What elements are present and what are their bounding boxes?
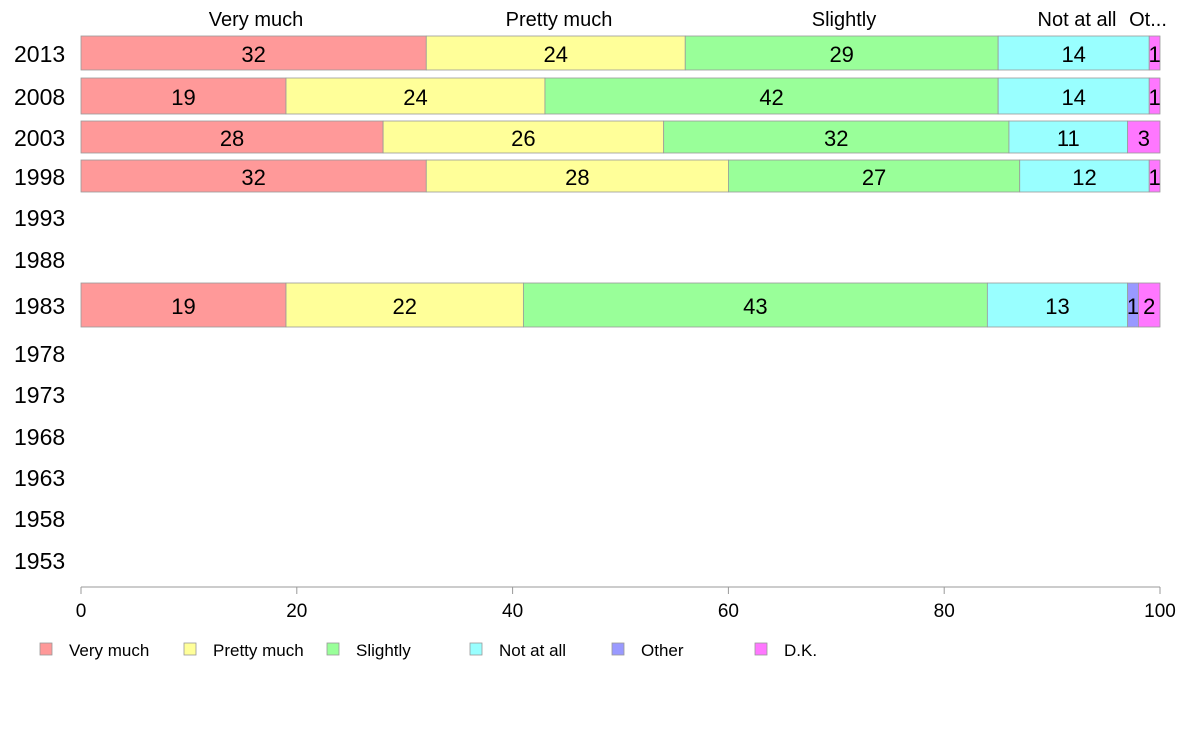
y-tick-label: 1978 (14, 341, 65, 367)
bar-value-label: 14 (1061, 85, 1085, 110)
bar-value-label: 32 (241, 42, 265, 67)
y-tick-label: 1968 (14, 424, 65, 450)
x-tick-label: 20 (286, 601, 307, 622)
x-tick-label: 100 (1144, 601, 1176, 622)
bar-value-label: 28 (220, 126, 244, 151)
legend-swatch (754, 642, 768, 656)
bar-value-label: 28 (565, 165, 589, 190)
bar-value-label: 2 (1143, 294, 1155, 319)
y-tick-label: 1953 (14, 548, 65, 574)
bar-value-label: 27 (862, 165, 886, 190)
bar-segment (728, 159, 1021, 193)
bar-segment (80, 282, 287, 328)
bar-value-label: 22 (392, 294, 416, 319)
bar-segment (285, 282, 524, 328)
bar-segment (1138, 282, 1161, 328)
bar-value-label: 11 (1057, 126, 1080, 151)
bar-value-label: 43 (743, 294, 767, 319)
bar-segment (522, 282, 988, 328)
x-axis: 0 20 40 60 80 100 (76, 586, 1176, 622)
y-axis-labels: 2013 2008 2003 1998 1993 1988 1983 1978 1973 1968… (14, 41, 65, 574)
bar-segment (80, 77, 287, 115)
bar-segment (1148, 77, 1161, 115)
legend-swatch (183, 642, 197, 656)
legend-label: Other (641, 641, 684, 660)
x-tick-label: 60 (718, 601, 739, 622)
category-header-label: Pretty much (506, 9, 613, 31)
bar-value-label: 24 (544, 42, 568, 67)
bar-segment (1019, 159, 1150, 193)
category-header-label: Ot... (1129, 9, 1167, 31)
legend: Very much Pretty much Slightly Not at all Ot… (39, 641, 817, 660)
bar-value-label: 1 (1148, 85, 1160, 110)
legend-label: Slightly (356, 641, 411, 660)
bar-value-label: 1 (1148, 165, 1160, 190)
bar-value-label: 3 (1138, 126, 1150, 151)
y-tick-label: 1988 (14, 247, 65, 273)
y-tick-label: 1958 (14, 506, 65, 532)
legend-swatch (469, 642, 483, 656)
category-header-labels: Very much Pretty much Slightly Not at all Ot… (209, 9, 1167, 31)
bar-segment (80, 120, 384, 154)
bar-segment (1008, 120, 1129, 154)
legend-swatch (39, 642, 53, 656)
bar-value-label: 24 (403, 85, 427, 110)
bar-value-label: 32 (241, 165, 265, 190)
bar-segment (285, 77, 546, 115)
y-tick-label: 1983 (14, 293, 65, 319)
bar-value-label: 14 (1061, 42, 1085, 67)
legend-label: Not at all (499, 641, 566, 660)
bar-segment (425, 159, 729, 193)
y-tick-label: 1973 (14, 382, 65, 408)
bar-value-label: 32 (824, 126, 848, 151)
bar-segment (684, 35, 999, 71)
bar-value-label: 13 (1045, 294, 1069, 319)
bar-value-label: 19 (171, 85, 195, 110)
bar-segment (80, 35, 427, 71)
y-tick-label: 1998 (14, 164, 65, 190)
legend-label: Very much (69, 641, 149, 660)
category-header-label: Not at all (1038, 9, 1117, 31)
y-tick-label: 1993 (14, 205, 65, 231)
bar-area: 32 24 29 14 119 24 42 14 128 26 32 11 332 28 27 12 119 22… (80, 35, 1161, 328)
x-tick-label: 40 (502, 601, 523, 622)
y-tick-label: 2013 (14, 41, 65, 67)
legend-label: Pretty much (213, 641, 304, 660)
y-tick-label: 2008 (14, 84, 65, 110)
bar-value-label: 42 (759, 85, 783, 110)
bar-value-label: 1 (1127, 294, 1139, 319)
bar-value-label: 19 (171, 294, 195, 319)
category-header-label: Very much (209, 9, 303, 31)
bar-segment (544, 77, 999, 115)
bar-value-label: 1 (1148, 42, 1160, 67)
bar-segment (997, 77, 1150, 115)
y-tick-label: 1963 (14, 465, 65, 491)
x-tick-label: 0 (76, 601, 87, 622)
bar-segment (997, 35, 1150, 71)
y-tick-label: 2003 (14, 125, 65, 151)
bar-value-label: 26 (511, 126, 535, 151)
x-tick-label: 80 (934, 601, 955, 622)
bar-segment (425, 35, 686, 71)
bar-value-label: 29 (829, 42, 853, 67)
bar-segment (1148, 159, 1161, 193)
category-header-label: Slightly (812, 9, 876, 31)
legend-swatch (326, 642, 340, 656)
bar-segment (1148, 35, 1161, 71)
legend-swatch (611, 642, 625, 656)
bar-value-label: 12 (1072, 165, 1096, 190)
bar-segment (80, 159, 427, 193)
bar-segment (663, 120, 1010, 154)
legend-label: D.K. (784, 641, 817, 660)
bar-segment (1127, 120, 1161, 154)
bar-segment (986, 282, 1129, 328)
